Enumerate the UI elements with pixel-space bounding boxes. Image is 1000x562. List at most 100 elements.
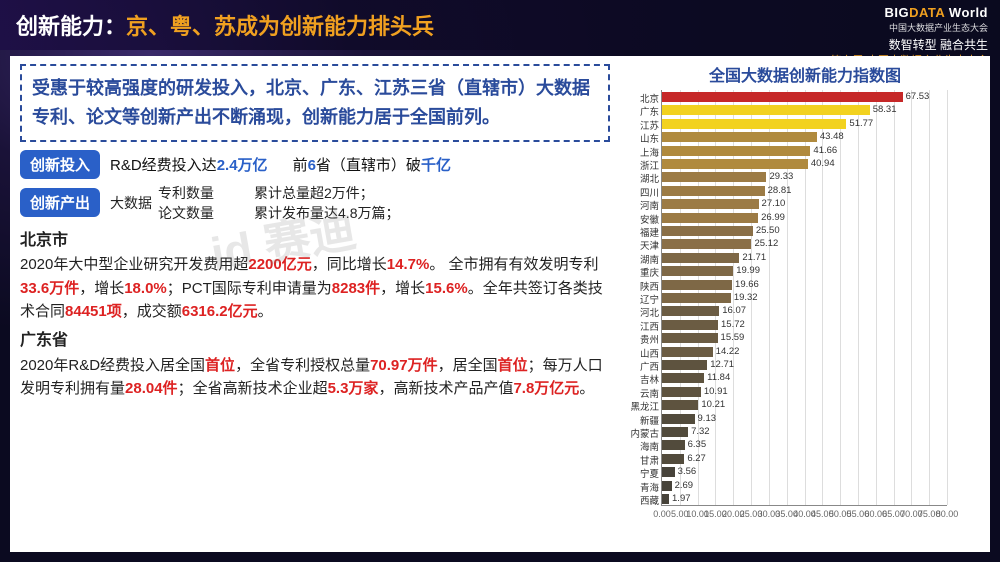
bar-value: 15.59	[721, 332, 745, 343]
bar-label: 辽宁	[640, 292, 659, 306]
bar-row: 河北16.07	[662, 304, 947, 317]
bar-value: 40.94	[811, 158, 835, 169]
bar-row: 湖北29.33	[662, 170, 947, 183]
bar	[662, 213, 758, 223]
bar-value: 12.71	[710, 359, 734, 370]
x-tick: 80.00	[936, 509, 959, 519]
r1-t1a: R&D经费投入达	[110, 157, 217, 174]
bar-label: 陕西	[640, 279, 659, 293]
guangdong-block: 广东省 2020年R&D经费投入居全国首位，全省专利授权总量70.97万件，居全…	[20, 329, 610, 400]
bar-label: 江西	[640, 319, 659, 333]
pill-output: 创新产出	[20, 188, 100, 217]
bar-value: 27.10	[762, 198, 786, 209]
x-tick: 0.00	[653, 509, 671, 519]
bar-value: 1.97	[672, 493, 691, 504]
bar	[662, 360, 707, 370]
bar-value: 19.32	[734, 292, 758, 303]
bar-row: 安徽26.99	[662, 211, 947, 224]
bar-label: 福建	[640, 225, 659, 239]
left-column: 受惠于较高强度的研发投入，北京、广东、江苏三省（直辖市）大数据专利、论文等创新产…	[10, 56, 620, 552]
row-output: 创新产出 大数据 专利数量 论文数量 累计总量超2万件； 累计发布量达4.8万篇…	[20, 183, 610, 223]
bar-value: 10.91	[704, 386, 728, 397]
bar-value: 10.21	[701, 399, 725, 410]
bar	[662, 387, 701, 397]
bar-row: 广西12.71	[662, 358, 947, 371]
bar	[662, 146, 810, 156]
bar-label: 贵州	[640, 332, 659, 346]
pill-input: 创新投入	[20, 150, 100, 179]
bar-label: 山西	[640, 346, 659, 360]
content: 受惠于较高强度的研发投入，北京、广东、江苏三省（直辖市）大数据专利、论文等创新产…	[10, 56, 990, 552]
bar	[662, 159, 808, 169]
slide-header: 创新能力：京、粤、苏成为创新能力排头兵 BIGDATA World 中国大数据产…	[0, 0, 1000, 50]
bar-label: 河北	[640, 305, 659, 319]
chart-title: 全国大数据创新能力指数图	[624, 62, 986, 86]
bar	[662, 427, 688, 437]
bar-row: 山东43.48	[662, 130, 947, 143]
bar	[662, 253, 739, 263]
innovation-bar-chart: 0.005.0010.0015.0020.0025.0030.0035.0040…	[625, 90, 985, 522]
bar-label: 海南	[640, 439, 659, 453]
bar-row: 海南6.35	[662, 438, 947, 451]
row-input: 创新投入 R&D经费投入达2.4万亿 前6省（直辖市）破千亿	[20, 150, 610, 179]
bar-row: 天津25.12	[662, 237, 947, 250]
bar-label: 新疆	[640, 413, 659, 427]
bar	[662, 481, 672, 491]
bar	[662, 373, 704, 383]
bar	[662, 454, 684, 464]
chart-plot: 0.005.0010.0015.0020.0025.0030.0035.0040…	[661, 90, 947, 506]
right-column: 全国大数据创新能力指数图 0.005.0010.0015.0020.0025.0…	[620, 56, 990, 552]
bar-row: 内蒙古7.32	[662, 425, 947, 438]
bar	[662, 199, 759, 209]
row2-left: 大数据	[110, 193, 152, 213]
bar-row: 江苏51.77	[662, 117, 947, 130]
logo-world: World	[949, 5, 988, 20]
title-prefix: 创新能力：	[16, 14, 126, 39]
bar	[662, 132, 817, 142]
bar-value: 7.32	[691, 426, 710, 437]
r1-v2: 6	[308, 157, 316, 174]
bar-label: 上海	[640, 145, 659, 159]
bar-value: 19.99	[736, 265, 760, 276]
bar-value: 43.48	[820, 131, 844, 142]
bar-value: 21.71	[742, 252, 766, 263]
bar-row: 江西15.72	[662, 318, 947, 331]
bar-value: 11.84	[707, 372, 730, 383]
bar	[662, 186, 765, 196]
bar-row: 青海2.69	[662, 479, 947, 492]
bar-value: 58.31	[873, 104, 897, 115]
bar	[662, 105, 870, 115]
r1-t2c: 省（直辖市）破	[316, 157, 421, 174]
bar-value: 28.81	[768, 185, 792, 196]
bar-value: 19.66	[735, 279, 759, 290]
bar	[662, 172, 766, 182]
r1-t2a: 前	[293, 157, 308, 174]
bar-value: 51.77	[849, 118, 873, 129]
bar-row: 四川28.81	[662, 184, 947, 197]
bar-label: 吉林	[640, 372, 659, 386]
bar-value: 25.50	[756, 225, 780, 236]
bar-label: 湖南	[640, 252, 659, 266]
bar-row: 山西14.22	[662, 345, 947, 358]
row-input-text: R&D经费投入达2.4万亿 前6省（直辖市）破千亿	[110, 154, 451, 175]
bar-label: 湖北	[640, 171, 659, 185]
bar-value: 9.13	[698, 413, 717, 424]
bar	[662, 306, 719, 316]
bar-row: 北京67.53	[662, 90, 947, 103]
bar-value: 25.12	[754, 238, 778, 249]
bar-value: 15.72	[721, 319, 745, 330]
bar-label: 黑龙江	[630, 399, 659, 413]
bar-value: 29.33	[769, 171, 793, 182]
bar	[662, 266, 733, 276]
bar-value: 14.22	[716, 346, 740, 357]
bar-row: 辽宁19.32	[662, 291, 947, 304]
bar-value: 6.35	[688, 439, 707, 450]
bar-label: 甘肃	[640, 453, 659, 467]
bar-row: 宁夏3.56	[662, 465, 947, 478]
bar	[662, 119, 846, 129]
bar-row: 河南27.10	[662, 197, 947, 210]
bar-value: 26.99	[761, 212, 785, 223]
title-accent: 京、粤、苏成为创新能力排头兵	[126, 14, 434, 39]
bar-value: 16.07	[722, 305, 746, 316]
bar-row: 黑龙江10.21	[662, 398, 947, 411]
